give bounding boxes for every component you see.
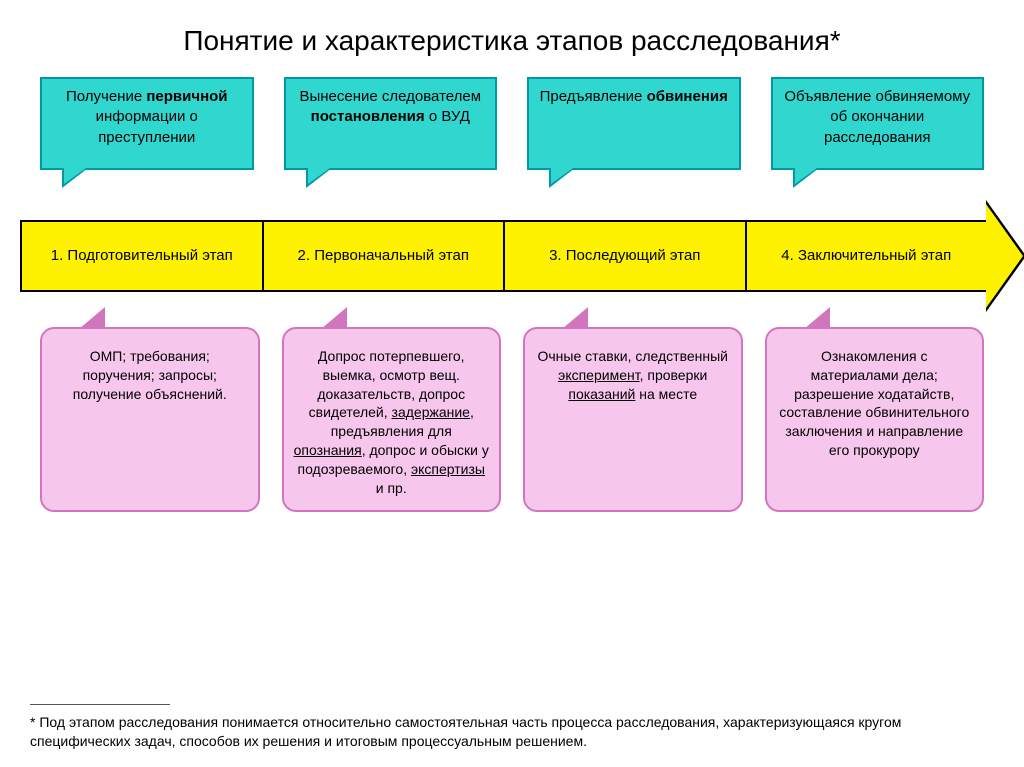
stage-1: 1. Подготовительный этап [22,222,262,290]
top-box-3-text: Предъявление обвинения [540,88,728,105]
top-box-4-text: Объявление обвиняемому об окончании расс… [784,88,970,146]
bottom-box-2: Допрос потерпевшего, выемка, осмотр вещ.… [282,327,502,512]
arrow-body: 1. Подготовительный этап 2. Первоначальн… [20,220,986,292]
bottom-box-4-text: Ознакомления с материалами дела; разреше… [779,348,969,458]
stage-2: 2. Первоначальный этап [262,222,504,290]
arrow-head-icon [986,200,1024,312]
top-box-4: Объявление обвиняемому об окончании расс… [771,77,985,170]
footnote-rule [30,704,170,705]
stage-3: 3. Последующий этап [503,222,745,290]
footnote-text: * Под этапом расследования понимается от… [30,713,994,751]
bottom-box-3-text: Очные ставки, следственный эксперимент, … [538,348,729,402]
page-title: Понятие и характеристика этапов расследо… [0,0,1024,77]
top-box-1-text: Получение первичной информации о преступ… [66,88,228,146]
bottom-callouts-row: ОМП; требования; поручения; запросы; пол… [0,327,1024,512]
top-box-1: Получение первичной информации о преступ… [40,77,254,170]
timeline-arrow: 1. Подготовительный этап 2. Первоначальн… [0,220,1024,292]
bottom-box-1: ОМП; требования; поручения; запросы; пол… [40,327,260,512]
top-box-2-text: Вынесение следователем постановления о В… [299,88,481,125]
top-box-3: Предъявление обвинения [527,77,741,170]
top-callouts-row: Получение первичной информации о преступ… [0,77,1024,170]
bottom-box-4: Ознакомления с материалами дела; разреше… [765,327,985,512]
top-box-2: Вынесение следователем постановления о В… [284,77,498,170]
stage-4: 4. Заключительный этап [745,222,987,290]
bottom-box-3: Очные ставки, следственный эксперимент, … [523,327,743,512]
bottom-box-1-text: ОМП; требования; поручения; запросы; пол… [73,348,227,402]
bottom-box-2-text: Допрос потерпевшего, выемка, осмотр вещ.… [294,348,489,496]
